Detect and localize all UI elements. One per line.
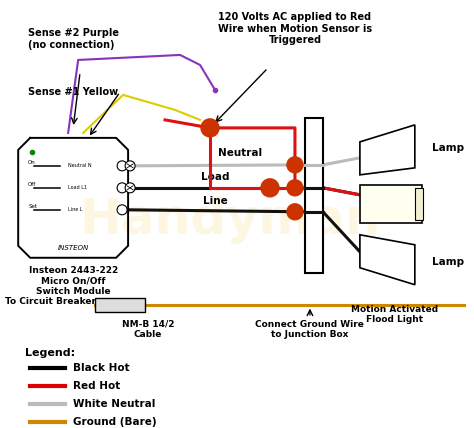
Circle shape	[117, 183, 127, 193]
Circle shape	[261, 179, 279, 197]
Circle shape	[125, 161, 135, 171]
Text: 120 Volts AC applied to Red
Wire when Motion Sensor is
Triggered: 120 Volts AC applied to Red Wire when Mo…	[218, 12, 372, 45]
Circle shape	[287, 204, 303, 220]
Polygon shape	[360, 125, 415, 175]
Circle shape	[117, 205, 127, 215]
Text: Load: Load	[201, 172, 229, 182]
Bar	[305, 118, 323, 273]
Text: Red Hot: Red Hot	[73, 380, 120, 391]
Text: Handyman: Handyman	[79, 196, 381, 244]
Text: Sense #1 Yellow: Sense #1 Yellow	[28, 87, 118, 97]
Text: To Circuit Breaker: To Circuit Breaker	[5, 297, 96, 306]
Text: Lamp: Lamp	[432, 143, 464, 153]
Text: INSTEON: INSTEON	[57, 245, 89, 251]
Text: Line: Line	[203, 196, 228, 206]
Text: Line L: Line L	[68, 207, 82, 212]
Text: Lamp: Lamp	[432, 257, 464, 267]
Bar	[360, 185, 422, 223]
Text: Black Hot: Black Hot	[73, 363, 130, 373]
Text: Sense #2 Purple
(no connection): Sense #2 Purple (no connection)	[28, 28, 119, 50]
Text: Motion Activated
Flood Light: Motion Activated Flood Light	[351, 305, 438, 324]
Text: Legend:: Legend:	[25, 348, 75, 358]
Bar	[95, 298, 145, 312]
Circle shape	[201, 119, 219, 137]
Text: White Neutral: White Neutral	[73, 398, 155, 409]
Circle shape	[287, 180, 303, 196]
Text: Insteon 2443-222
Micro On/Off
Switch Module: Insteon 2443-222 Micro On/Off Switch Mod…	[28, 266, 118, 296]
Text: Motion
Sensor: Motion Sensor	[374, 195, 410, 214]
Text: Off: Off	[28, 182, 36, 187]
Text: Ground (Bare): Ground (Bare)	[73, 416, 157, 427]
Text: Set: Set	[28, 204, 37, 209]
Circle shape	[117, 161, 127, 171]
Text: Neutral N: Neutral N	[68, 163, 92, 168]
Bar	[415, 188, 423, 220]
Circle shape	[125, 183, 135, 193]
Text: Neutral: Neutral	[218, 148, 262, 158]
Text: On: On	[28, 160, 36, 165]
Text: NM-B 14/2
Cable: NM-B 14/2 Cable	[122, 320, 174, 339]
Text: Load L1: Load L1	[68, 185, 87, 190]
Circle shape	[287, 157, 303, 173]
Text: Connect Ground Wire
to Junction Box: Connect Ground Wire to Junction Box	[255, 320, 365, 339]
Polygon shape	[360, 235, 415, 285]
